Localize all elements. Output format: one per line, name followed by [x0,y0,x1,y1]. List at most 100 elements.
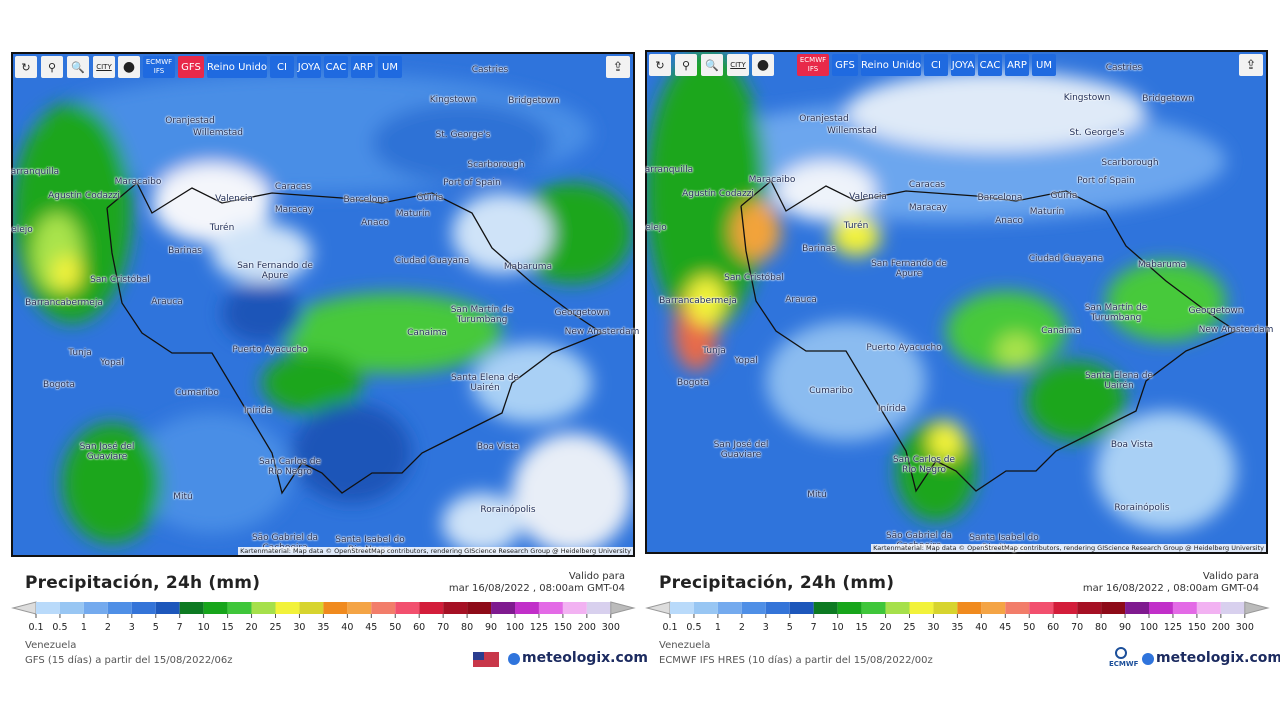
model-source: GFS (15 días) a partir del 15/08/2022/06… [25,655,233,666]
city-label: Mitú [173,492,193,502]
legend-swatch [861,602,886,614]
map [646,51,1267,553]
legend-tick-label: 80 [461,622,474,633]
toolbar-icon[interactable]: ● [752,54,774,76]
city-label: Willemstad [827,126,877,136]
toolbar-button[interactable]: CITY [93,56,115,78]
legend-tick-label: 150 [1187,622,1206,633]
city-label: Anaco [361,218,389,228]
legend-swatch [179,602,204,614]
toolbar-button[interactable]: ARP [351,56,375,78]
city-label: Mabaruma [1137,260,1187,270]
legend-tick-label: 10 [831,622,844,633]
toolbar-icon[interactable]: ⚲ [41,56,63,78]
city-label: New Amsterdam [1198,325,1274,335]
legend-swatch [107,602,132,614]
valid-date: mar 16/08/2022 , 08:00am GMT-04 [448,583,625,594]
toolbar-icon[interactable]: ↻ [649,54,671,76]
legend-swatch [813,602,838,614]
legend-swatch [562,602,587,614]
map-attribution: Kartenmaterial: Map data © OpenStreetMap… [238,547,633,555]
precip-area [1026,361,1126,441]
precip-area [132,413,292,533]
city-label: Willemstad [193,128,243,138]
legend-tick-label: 0.1 [28,622,44,633]
legend-swatch [347,602,372,614]
city-label: San Cristóbal [90,275,150,285]
legend-tick-label: 2 [738,622,745,633]
city-label: San Fernando de Apure [871,259,947,279]
toolbar-button[interactable]: UM [1032,54,1056,76]
city-label: St. George's [435,130,491,140]
legend-swatch [538,602,563,614]
city-label: Yopal [100,358,124,368]
precip-area [62,423,162,543]
legend-tick-label: 200 [1211,622,1230,633]
precip-area [996,333,1036,369]
legend-swatch [1005,602,1030,614]
toolbar-button[interactable]: ECMWF IFS [797,54,829,76]
export-button[interactable]: ⇪ [606,56,630,78]
legend-tick-label: 300 [1235,622,1254,633]
precip-area [222,283,302,343]
toolbar-button[interactable]: CAC [324,56,348,78]
legend-swatch [155,602,180,614]
toolbar-icon[interactable]: ⚲ [675,54,697,76]
toolbar-button[interactable]: UM [378,56,402,78]
precip-area [846,71,1146,151]
city-label: San Carlos de Río Negro [892,455,956,475]
legend-arrow-right [610,601,636,615]
toolbar-button[interactable]: ARP [1005,54,1029,76]
toolbar-icon[interactable]: 🔍 [701,54,723,76]
precip-area [512,183,632,283]
precip-area [472,343,592,423]
legend-tick-label: 125 [529,622,549,633]
toolbar-button[interactable]: JOYA [951,54,975,76]
precip-area [372,103,552,183]
legend-swatch [1220,602,1245,614]
city-label: Maturín [1029,207,1065,217]
toolbar-button[interactable]: CI [924,54,948,76]
toolbar-icon[interactable]: 🔍 [67,56,89,78]
legend-tick-label: 5 [152,622,159,633]
legend-tick-label: 50 [389,622,402,633]
toolbar-button[interactable]: ECMWF IFS [143,56,175,78]
city-label: Scarborough [1101,158,1159,168]
toolbar-icon[interactable]: ↻ [15,56,37,78]
toolbar-button[interactable]: JOYA [297,56,321,78]
legend-swatch [275,602,300,614]
valid-label: Valido para [568,571,625,582]
toolbar-button[interactable]: Reino Unido [207,56,267,78]
legend-swatch [443,602,468,614]
precip-area [686,276,726,326]
toolbar-button[interactable]: Reino Unido [861,54,921,76]
toolbar-icon[interactable]: ● [118,56,140,78]
toolbar-button[interactable]: CI [270,56,294,78]
city-label: Barrancabermeja [25,298,103,308]
legend-swatch [717,602,742,614]
legend-swatch [419,602,444,614]
legend-tick-label: 10 [197,622,210,633]
city-label: Caracas [274,182,312,192]
precip-area [512,433,632,553]
legend-tick-label: 40 [975,622,988,633]
valid-label: Valido para [1202,571,1259,582]
city-label: Santa Elena de Uairén [451,373,519,393]
precip-area [766,321,926,441]
city-label: Cumaribo [175,388,219,398]
city-label: Bogota [43,380,75,390]
precip-area [52,255,82,291]
legend-tick-label: 35 [317,622,330,633]
legend-swatch [885,602,910,614]
legend-tick-label: 1 [80,622,87,633]
toolbar-button[interactable]: GFS [178,56,204,78]
toolbar-button[interactable]: GFS [832,54,858,76]
toolbar-button[interactable]: CAC [978,54,1002,76]
export-button[interactable]: ⇪ [1239,54,1263,76]
city-label: Barinas [802,244,836,254]
toolbar-button[interactable]: CITY [727,54,749,76]
city-label: Maracay [908,203,948,213]
city-label: Turén [209,223,235,233]
flag-canton [473,652,484,660]
